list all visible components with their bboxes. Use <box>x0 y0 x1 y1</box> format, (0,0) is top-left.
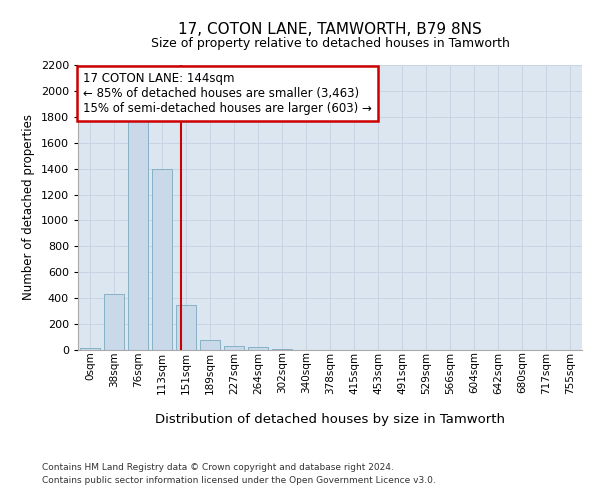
Text: 17 COTON LANE: 144sqm
← 85% of detached houses are smaller (3,463)
15% of semi-d: 17 COTON LANE: 144sqm ← 85% of detached … <box>83 72 372 115</box>
Bar <box>104 294 124 350</box>
Text: Distribution of detached houses by size in Tamworth: Distribution of detached houses by size … <box>155 412 505 426</box>
Text: 17, COTON LANE, TAMWORTH, B79 8NS: 17, COTON LANE, TAMWORTH, B79 8NS <box>178 22 482 38</box>
Y-axis label: Number of detached properties: Number of detached properties <box>22 114 35 300</box>
Text: Contains public sector information licensed under the Open Government Licence v3: Contains public sector information licen… <box>42 476 436 485</box>
Bar <box>176 304 196 350</box>
Bar <box>128 117 148 350</box>
Bar <box>152 168 172 350</box>
Bar <box>248 348 268 350</box>
Text: Size of property relative to detached houses in Tamworth: Size of property relative to detached ho… <box>151 38 509 51</box>
Bar <box>272 349 292 350</box>
Bar <box>224 346 244 350</box>
Bar <box>80 348 100 350</box>
Bar <box>200 340 220 350</box>
Text: Contains HM Land Registry data © Crown copyright and database right 2024.: Contains HM Land Registry data © Crown c… <box>42 464 394 472</box>
